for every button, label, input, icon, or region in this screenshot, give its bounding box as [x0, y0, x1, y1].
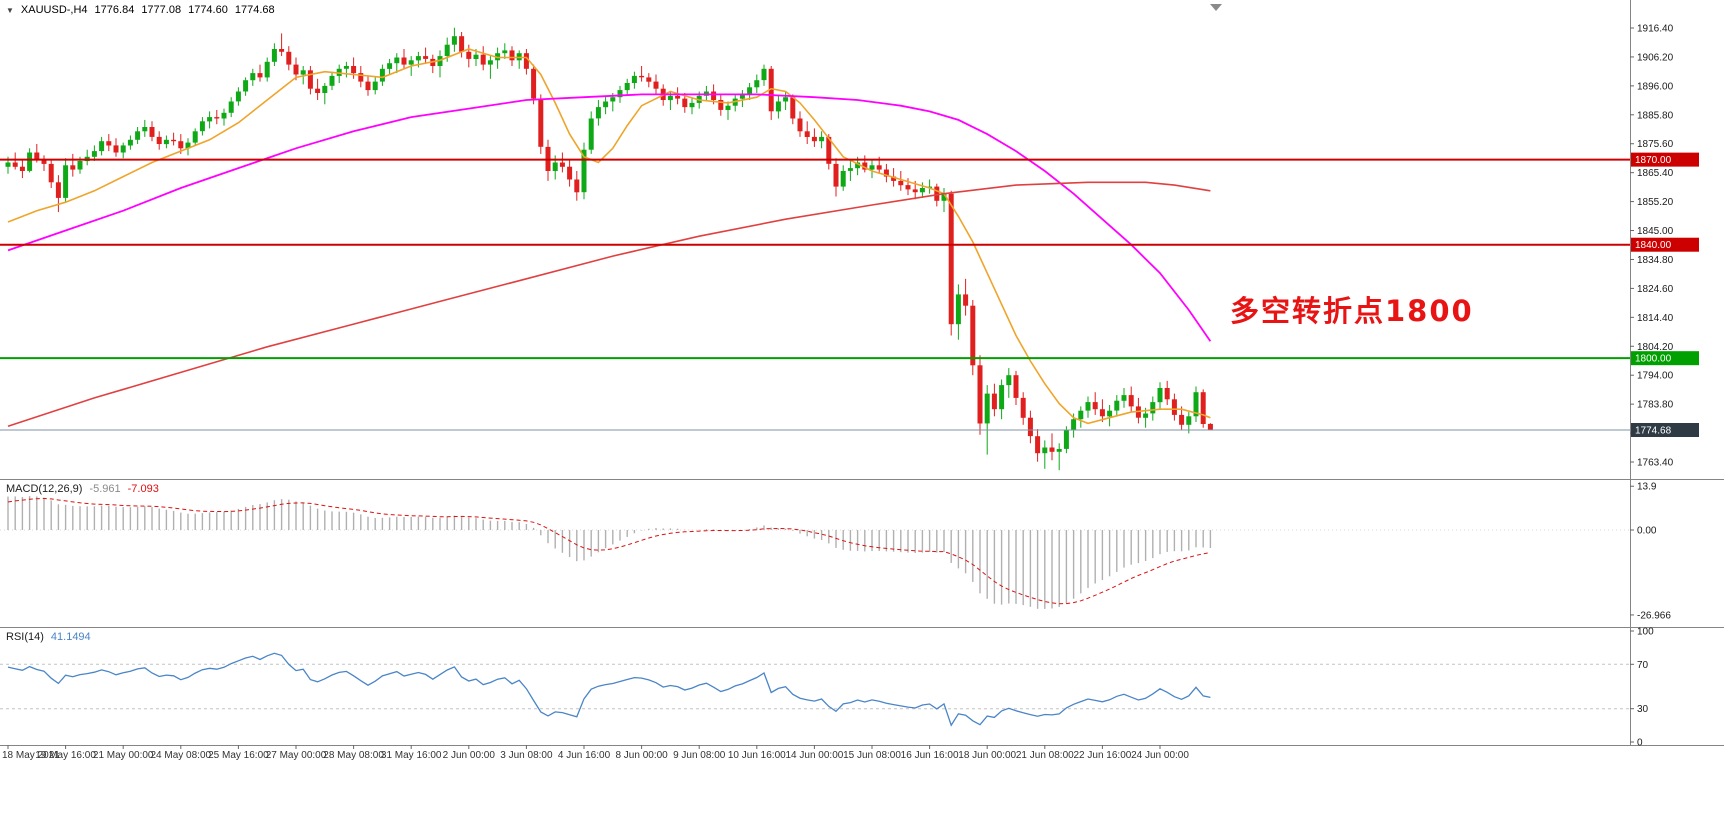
svg-text:18 Jun 00:00: 18 Jun 00:00	[958, 750, 1016, 761]
annotation-text: 多空转折点1800	[1230, 294, 1474, 328]
rsi-value: 41.1494	[50, 631, 91, 643]
svg-text:1865.40: 1865.40	[1637, 168, 1674, 179]
svg-text:2 Jun 00:00: 2 Jun 00:00	[443, 750, 496, 761]
symbol-timeframe-label: XAUUSD-,H4	[20, 4, 88, 16]
svg-text:1794.00: 1794.00	[1637, 371, 1674, 382]
svg-text:18 May 2021: 18 May 2021	[2, 750, 60, 761]
svg-text:70: 70	[1637, 660, 1649, 671]
svg-text:10 Jun 16:00: 10 Jun 16:00	[728, 750, 786, 761]
svg-text:0.00: 0.00	[1637, 526, 1657, 537]
svg-text:1906.20: 1906.20	[1637, 52, 1674, 63]
svg-text:1845.00: 1845.00	[1637, 226, 1674, 237]
svg-text:1824.60: 1824.60	[1637, 284, 1674, 295]
svg-text:22 Jun 16:00: 22 Jun 16:00	[1073, 750, 1131, 761]
svg-text:24 May 08:00: 24 May 08:00	[150, 750, 211, 761]
macd-indicator-label: MACD(12,26,9) -5.961 -7.093	[6, 483, 159, 495]
svg-text:1875.60: 1875.60	[1637, 139, 1674, 150]
symbol-header: ▼ XAUUSD-,H4 1776.84 1777.08 1774.60 177…	[6, 4, 275, 16]
svg-text:100: 100	[1637, 627, 1654, 638]
ohlc-low: 1774.60	[188, 4, 228, 16]
svg-text:-26.966: -26.966	[1637, 610, 1671, 621]
price-axis[interactable]: 1916.40 1906.20 1896.00 1885.80 1875.60 1865.…	[1630, 24, 1699, 469]
svg-text:15 Jun 08:00: 15 Jun 08:00	[843, 750, 901, 761]
macd-value-signal: -7.093	[127, 483, 159, 495]
svg-text:1814.40: 1814.40	[1637, 313, 1674, 324]
svg-text:1870.00: 1870.00	[1635, 155, 1672, 166]
collapse-arrow-icon[interactable]: ▼	[6, 5, 14, 15]
macd-name: MACD(12,26,9)	[6, 483, 83, 495]
ma-line-fast	[7, 48, 1211, 425]
svg-text:1763.40: 1763.40	[1637, 458, 1674, 469]
svg-text:1774.68: 1774.68	[1635, 426, 1672, 437]
svg-text:28 May 08:00: 28 May 08:00	[323, 750, 384, 761]
svg-text:8 Jun 00:00: 8 Jun 00:00	[615, 750, 668, 761]
svg-text:24 Jun 00:00: 24 Jun 00:00	[1131, 750, 1189, 761]
svg-text:1800.00: 1800.00	[1635, 354, 1672, 365]
macd-signal-line	[7, 497, 1211, 605]
svg-text:3 Jun 08:00: 3 Jun 08:00	[500, 750, 553, 761]
svg-text:1885.80: 1885.80	[1637, 110, 1674, 121]
rsi-name: RSI(14)	[6, 631, 44, 643]
svg-text:1896.00: 1896.00	[1637, 81, 1674, 92]
pane-separators	[0, 0, 1724, 746]
svg-text:30: 30	[1637, 704, 1649, 715]
rsi-indicator-label: RSI(14) 41.1494	[6, 631, 91, 643]
svg-text:1804.20: 1804.20	[1637, 342, 1674, 353]
candlestick-series[interactable]	[5, 27, 1213, 471]
current-price-line-badge: 1774.68	[1631, 423, 1699, 438]
svg-text:21 May 00:00: 21 May 00:00	[93, 750, 154, 761]
svg-text:1783.80: 1783.80	[1637, 400, 1674, 411]
svg-text:21 Jun 08:00: 21 Jun 08:00	[1016, 750, 1074, 761]
svg-text:14 Jun 00:00: 14 Jun 00:00	[785, 750, 843, 761]
svg-text:4 Jun 16:00: 4 Jun 16:00	[558, 750, 611, 761]
ma-line-medium	[7, 93, 1212, 342]
svg-text:1834.80: 1834.80	[1637, 255, 1674, 266]
svg-text:1916.40: 1916.40	[1637, 24, 1674, 35]
svg-text:19 May 16:00: 19 May 16:00	[35, 750, 96, 761]
resistance-line-1840-badge: 1840.00	[1631, 237, 1699, 252]
svg-text:31 May 16:00: 31 May 16:00	[381, 750, 442, 761]
ma-line-slow	[7, 181, 1211, 428]
support-line-1800-badge: 1800.00	[1631, 351, 1699, 366]
rsi-pane[interactable]: 100 70 30 0	[0, 627, 1654, 749]
rsi-line	[7, 652, 1211, 727]
svg-text:9 Jun 08:00: 9 Jun 08:00	[673, 750, 726, 761]
svg-text:1840.00: 1840.00	[1635, 240, 1672, 251]
svg-text:16 Jun 16:00: 16 Jun 16:00	[901, 750, 959, 761]
resistance-line-1870-badge: 1870.00	[1631, 152, 1699, 167]
svg-text:1855.20: 1855.20	[1637, 197, 1674, 208]
svg-text:25 May 16:00: 25 May 16:00	[208, 750, 269, 761]
chart-shift-marker-icon[interactable]	[1210, 4, 1222, 11]
ohlc-high: 1777.08	[141, 4, 182, 16]
svg-text:0: 0	[1637, 738, 1643, 749]
svg-text:27 May 00:00: 27 May 00:00	[266, 750, 327, 761]
macd-pane[interactable]: 13.9 0.00 -26.966	[0, 482, 1671, 622]
macd-value-main: -5.961	[89, 483, 121, 495]
svg-text:13.9: 13.9	[1637, 482, 1657, 493]
ohlc-close: 1774.68	[234, 4, 275, 16]
ohlc-open: 1776.84	[94, 4, 135, 16]
